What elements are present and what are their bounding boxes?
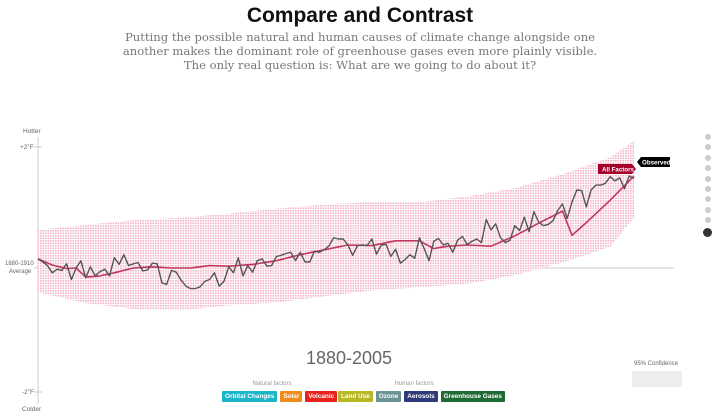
subtitle: Putting the possible natural and human c… xyxy=(120,30,600,73)
section-nav-dot[interactable] xyxy=(704,196,711,203)
confidence-swatch xyxy=(632,371,682,387)
legend-greenhouse-gases[interactable]: Greenhouse Gases xyxy=(440,391,505,402)
human-factors-title: Human factors xyxy=(394,381,434,387)
all-factors-tag: All Factors xyxy=(598,164,636,174)
legend-aerosols[interactable]: Aerosols xyxy=(404,391,438,402)
legend-ozone[interactable]: Ozone xyxy=(375,391,402,402)
section-nav xyxy=(703,134,712,241)
section-nav-dot[interactable] xyxy=(704,185,711,192)
all-factors-line xyxy=(37,175,635,278)
subtitle-line: Putting the possible natural and human c… xyxy=(124,30,596,44)
hotter-label: Hotter xyxy=(23,128,42,135)
section-nav-dot[interactable] xyxy=(704,154,711,161)
plus2-label: +2˚F xyxy=(20,143,34,151)
all-factors-tag-label: All Factors xyxy=(602,167,635,174)
confidence-label: 95% Confidence xyxy=(634,361,679,367)
all-factors-tag-shape xyxy=(598,164,636,174)
section-nav-dot[interactable] xyxy=(704,206,711,213)
subtitle-line: another makes the dominant role of green… xyxy=(122,44,598,59)
natural-factors-title: Natural factors xyxy=(252,381,292,387)
baseline-label-line2: Average xyxy=(9,269,32,275)
section-nav-dot[interactable] xyxy=(704,134,711,140)
baseline-label-line1: 1880-1910 xyxy=(5,261,34,267)
year-range-label: 1880-2005 xyxy=(306,348,392,368)
subtitle-line: The only real question is: What are we g… xyxy=(183,58,537,73)
observed-tag-shape xyxy=(637,157,670,167)
section-nav-dot[interactable] xyxy=(704,165,711,172)
observed-tag-label: Observed xyxy=(642,160,671,167)
section-nav-dot[interactable] xyxy=(704,175,711,182)
observed-tag: Observed xyxy=(637,157,671,167)
colder-label: Colder xyxy=(22,406,42,413)
legend-land-use[interactable]: Land Use xyxy=(338,391,373,402)
section-nav-dot[interactable] xyxy=(704,217,711,224)
page-title: Compare and Contrast xyxy=(246,4,474,27)
minus2-label: -2˚F xyxy=(22,388,34,396)
legend-orbital-changes[interactable]: Orbital Changes xyxy=(222,391,278,402)
natural-factors-legend: Orbital Changes Solar Volcanic xyxy=(222,391,338,402)
section-nav-dot[interactable] xyxy=(703,227,712,237)
legend-solar[interactable]: Solar xyxy=(280,391,303,402)
legend-volcanic[interactable]: Volcanic xyxy=(305,391,338,402)
observed-line xyxy=(37,175,635,290)
section-nav-dot[interactable] xyxy=(704,144,711,151)
human-factors-legend: Land Use Ozone Aerosols Greenhouse Gases xyxy=(338,391,505,402)
